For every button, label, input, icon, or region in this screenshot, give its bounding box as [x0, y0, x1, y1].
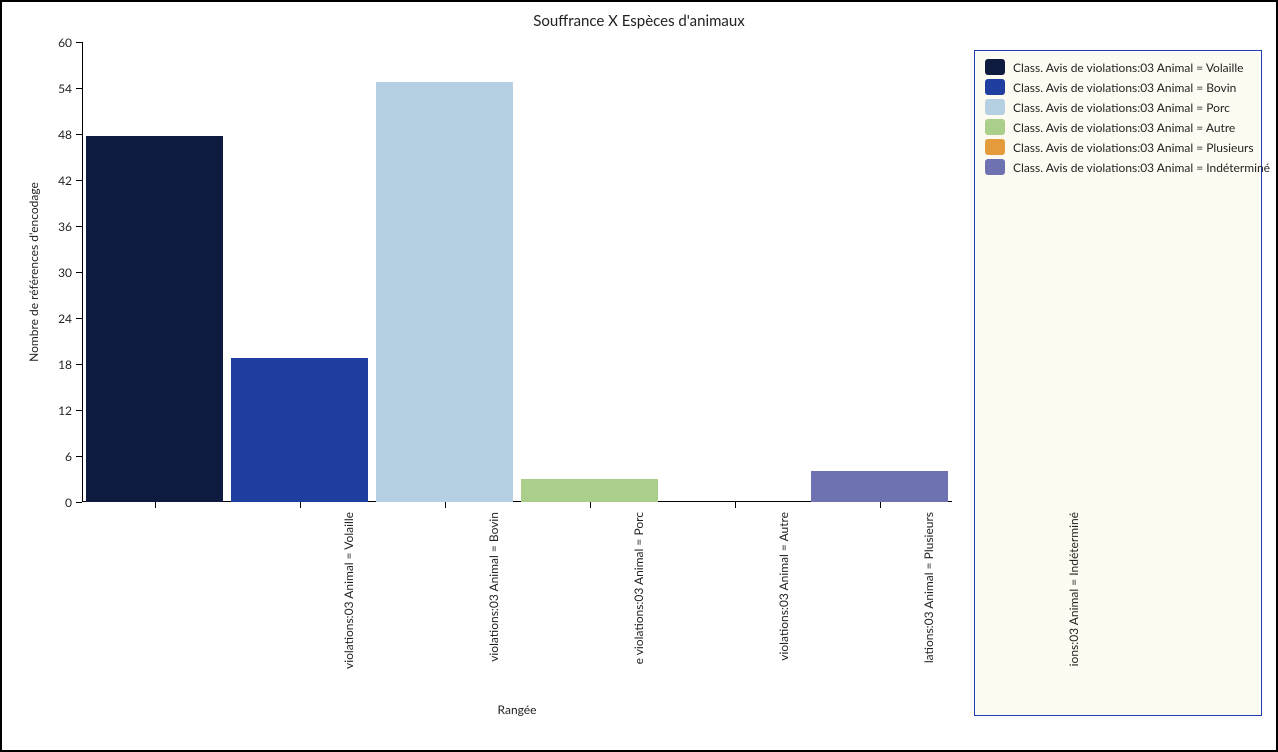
legend-swatch [985, 79, 1005, 95]
y-tick-label: 60 [42, 35, 72, 50]
x-tick-label: violations:03 Animal = Autre [776, 512, 791, 692]
legend-item: Class. Avis de violations:03 Animal = Pl… [985, 139, 1251, 155]
y-tick-mark [76, 88, 82, 89]
plot-area [82, 42, 952, 502]
x-tick-mark [880, 502, 881, 508]
y-axis-line [82, 42, 83, 502]
x-tick-label: lations:03 Animal = Plusieurs [921, 512, 936, 692]
y-tick-label: 48 [42, 127, 72, 142]
y-tick-mark [76, 226, 82, 227]
x-tick-label: ions:03 Animal = Indéterminé [1066, 512, 1081, 692]
x-tick-label: e violations:03 Animal = Porc [631, 512, 646, 692]
chart-title: Souffrance X Espèces d'animaux [2, 12, 1276, 30]
x-tick-mark [735, 502, 736, 508]
legend-item: Class. Avis de violations:03 Animal = Bo… [985, 79, 1251, 95]
bar [521, 479, 659, 502]
bar [811, 471, 949, 502]
legend-swatch [985, 139, 1005, 155]
bar [376, 82, 514, 502]
bar [231, 358, 369, 502]
legend-swatch [985, 99, 1005, 115]
y-tick-mark [76, 180, 82, 181]
y-tick-label: 0 [42, 495, 72, 510]
legend-label: Class. Avis de violations:03 Animal = Po… [1013, 100, 1230, 115]
legend-label: Class. Avis de violations:03 Animal = In… [1013, 160, 1270, 175]
y-tick-label: 54 [42, 81, 72, 96]
x-tick-mark [590, 502, 591, 508]
y-tick-label: 42 [42, 173, 72, 188]
legend-label: Class. Avis de violations:03 Animal = Au… [1013, 120, 1235, 135]
y-tick-mark [76, 318, 82, 319]
x-tick-label: violations:03 Animal = Bovin [486, 512, 501, 692]
y-tick-mark [76, 364, 82, 365]
legend-item: Class. Avis de violations:03 Animal = Po… [985, 99, 1251, 115]
legend: Class. Avis de violations:03 Animal = Vo… [974, 50, 1262, 716]
y-tick-label: 18 [42, 357, 72, 372]
y-tick-label: 36 [42, 219, 72, 234]
y-tick-label: 6 [42, 449, 72, 464]
bar [86, 136, 224, 502]
x-tick-mark [300, 502, 301, 508]
y-axis-label: Nombre de références d'encodage [26, 162, 41, 382]
x-tick-label: violations:03 Animal = Volaille [341, 512, 356, 692]
y-tick-mark [76, 42, 82, 43]
legend-swatch [985, 59, 1005, 75]
legend-swatch [985, 159, 1005, 175]
y-tick-mark [76, 410, 82, 411]
y-tick-mark [76, 134, 82, 135]
y-tick-label: 24 [42, 311, 72, 326]
x-tick-mark [445, 502, 446, 508]
y-tick-label: 12 [42, 403, 72, 418]
y-tick-mark [76, 272, 82, 273]
y-tick-mark [76, 456, 82, 457]
legend-label: Class. Avis de violations:03 Animal = Pl… [1013, 140, 1254, 155]
legend-item: Class. Avis de violations:03 Animal = In… [985, 159, 1251, 175]
legend-item: Class. Avis de violations:03 Animal = Vo… [985, 59, 1251, 75]
legend-label: Class. Avis de violations:03 Animal = Bo… [1013, 80, 1236, 95]
x-axis-label: Rangée [82, 702, 952, 717]
legend-swatch [985, 119, 1005, 135]
legend-label: Class. Avis de violations:03 Animal = Vo… [1013, 60, 1244, 75]
legend-item: Class. Avis de violations:03 Animal = Au… [985, 119, 1251, 135]
y-tick-label: 30 [42, 265, 72, 280]
x-tick-mark [155, 502, 156, 508]
chart-frame: Souffrance X Espèces d'animaux Nombre de… [0, 0, 1278, 752]
y-tick-mark [76, 502, 82, 503]
